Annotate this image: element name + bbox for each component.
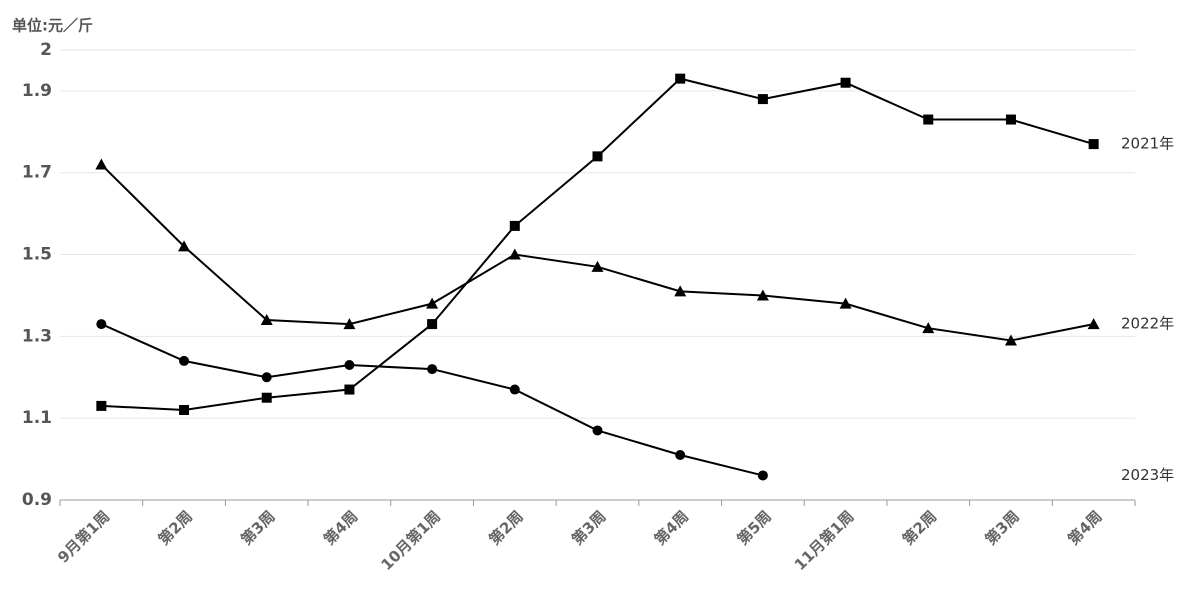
marker	[96, 400, 107, 411]
marker	[344, 360, 355, 370]
marker	[178, 240, 191, 252]
y-tick-label: 0.9	[22, 490, 52, 510]
marker	[260, 314, 273, 325]
x-tick-label: 第3周	[237, 507, 278, 548]
marker	[592, 151, 603, 162]
series-line	[100, 163, 1094, 342]
x-tick-label: 第2周	[155, 507, 196, 548]
series-label: 2022年	[1121, 315, 1174, 333]
marker	[426, 297, 439, 309]
x-tick-label: 9月第1周	[54, 507, 113, 566]
y-tick-label: 2	[40, 40, 52, 60]
marker	[840, 77, 851, 88]
marker	[757, 94, 768, 105]
series-line	[101, 77, 1094, 412]
x-tick-label: 第4周	[651, 507, 692, 548]
marker	[96, 319, 107, 330]
marker	[343, 318, 356, 330]
marker	[179, 355, 190, 366]
marker	[592, 425, 603, 436]
marker	[839, 297, 852, 309]
x-tick-label: 第5周	[734, 507, 775, 548]
marker	[923, 114, 934, 125]
marker	[261, 392, 272, 403]
x-tick-label: 第2周	[485, 507, 526, 548]
marker	[95, 158, 108, 170]
marker	[344, 384, 355, 395]
series-label: 2021年	[1121, 135, 1174, 153]
marker	[427, 364, 438, 375]
marker	[1088, 139, 1099, 150]
marker	[508, 248, 521, 260]
y-tick-label: 1.7	[22, 163, 52, 183]
unit-label: 单位:元／斤	[12, 17, 93, 35]
marker	[757, 470, 768, 481]
y-tick-label: 1.9	[22, 81, 52, 101]
x-tick-label: 10月第1周	[377, 507, 444, 574]
marker	[427, 319, 438, 330]
series-label: 2023年	[1121, 466, 1174, 484]
series-line	[100, 323, 764, 477]
x-tick-label: 第4周	[1064, 507, 1105, 548]
marker	[922, 322, 935, 334]
y-tick-label: 1.1	[22, 408, 52, 428]
marker	[509, 220, 520, 231]
marker	[1005, 114, 1016, 125]
y-tick-label: 1.3	[22, 326, 52, 346]
x-tick-label: 第4周	[320, 507, 361, 548]
marker	[179, 405, 190, 415]
marker	[591, 260, 604, 272]
marker	[1004, 334, 1017, 346]
x-tick-label: 第3周	[568, 507, 609, 548]
x-tick-label: 第3周	[982, 507, 1023, 548]
marker	[674, 285, 687, 297]
marker	[675, 73, 686, 84]
y-tick-label: 1.5	[22, 245, 52, 265]
marker	[261, 372, 272, 383]
marker	[1087, 318, 1100, 330]
marker	[509, 384, 520, 395]
x-tick-label: 11月第1周	[791, 507, 858, 574]
marker	[756, 289, 769, 301]
x-tick-label: 第2周	[899, 507, 940, 548]
marker	[675, 450, 686, 460]
